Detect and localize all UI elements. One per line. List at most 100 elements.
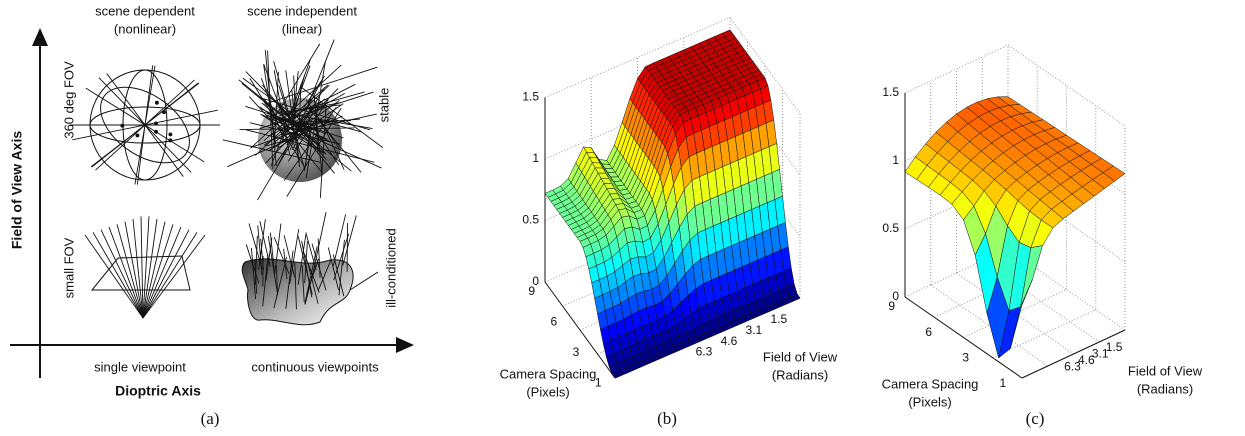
ray	[262, 254, 269, 307]
z-tick-label: 0	[892, 289, 899, 303]
ray	[124, 221, 144, 319]
ray	[342, 215, 357, 266]
ray	[327, 247, 340, 291]
ray	[269, 232, 275, 273]
x-tick-label: 6	[925, 325, 932, 339]
grid-line	[963, 289, 1067, 338]
ray	[338, 239, 345, 296]
panel-a: Field of View Axis Dioptric Axis scene d…	[9, 3, 414, 428]
axis-line	[1021, 329, 1126, 379]
axis-label: (Pixels)	[526, 384, 569, 399]
point	[168, 138, 173, 143]
point	[154, 100, 159, 105]
ray	[142, 229, 190, 319]
ray	[142, 234, 206, 319]
ray	[267, 235, 279, 295]
ray	[333, 233, 350, 281]
ray	[268, 100, 340, 152]
y-tick-label: 3.1	[1092, 347, 1109, 361]
surface-blob	[241, 258, 354, 326]
column-subtitle: (nonlinear)	[114, 21, 176, 36]
ray	[255, 84, 330, 156]
x-tick-label: 3	[573, 345, 580, 359]
ray	[279, 91, 365, 117]
z-tick-label: 0.5	[882, 221, 899, 235]
grid-line	[544, 16, 801, 114]
z-tick-label: 1.5	[882, 85, 899, 99]
axis-line	[904, 296, 1023, 379]
y-tick-label: 3.1	[746, 323, 763, 337]
ray	[108, 226, 144, 319]
ray	[142, 218, 158, 319]
ray	[274, 223, 282, 277]
ray	[289, 118, 361, 126]
ray	[273, 256, 288, 309]
axis-label: (Radians)	[1137, 381, 1193, 396]
ray	[142, 221, 166, 319]
point	[162, 110, 166, 115]
row-label: stable	[376, 88, 391, 123]
ray	[142, 224, 174, 319]
ray	[304, 240, 308, 284]
ray	[297, 232, 307, 285]
ray	[317, 259, 332, 292]
ray	[263, 64, 276, 144]
ray	[222, 139, 321, 163]
grid-line	[934, 268, 1038, 318]
point	[168, 132, 173, 137]
column-subtitle: (linear)	[282, 21, 322, 36]
ray	[281, 65, 311, 144]
ray	[305, 233, 317, 270]
ray	[297, 236, 313, 295]
x-tick-label: 9	[528, 284, 535, 298]
ray	[257, 225, 263, 276]
x-tick-label: 6	[550, 315, 557, 329]
y-tick-label: 4.6	[1078, 353, 1095, 367]
bottom-label: single viewpoint	[94, 359, 186, 374]
ray	[296, 75, 325, 119]
ray	[241, 83, 318, 145]
ray	[265, 88, 339, 164]
caption: (b)	[657, 409, 677, 428]
ray	[84, 234, 144, 319]
point	[154, 121, 158, 126]
ray	[254, 235, 258, 285]
ray	[301, 265, 305, 302]
ray	[283, 235, 296, 278]
ray	[116, 224, 144, 319]
y-tick-label: 4.6	[721, 334, 738, 348]
x-tick-label: 9	[888, 299, 895, 313]
ray	[132, 218, 144, 319]
z-tick-label: 1	[892, 153, 899, 167]
ray	[332, 214, 347, 267]
point	[154, 129, 159, 134]
caption: (a)	[201, 409, 220, 428]
ray	[277, 81, 322, 166]
x-tick-label: 3	[962, 350, 969, 364]
x-axis-label: Dioptric Axis	[115, 383, 201, 399]
ray	[142, 226, 182, 319]
y-tick-label: 6.3	[696, 345, 713, 359]
y-tick-label: 6.3	[1064, 360, 1081, 374]
axis-label: Camera Spacing	[882, 376, 979, 391]
ray	[332, 254, 345, 297]
z-tick-label: 1.5	[522, 90, 539, 104]
ray	[92, 232, 144, 319]
ray	[142, 232, 198, 319]
axis-label: (Radians)	[772, 367, 828, 382]
point	[120, 123, 125, 128]
panel-b: 0 0.5 1 1.5 9 6 3 1 6.3 4.6 3.1 1.5 Camera Spacing (P…	[500, 16, 838, 428]
ray	[245, 244, 260, 284]
ray	[275, 117, 313, 148]
x-tick-label: 1	[999, 376, 1006, 390]
ray	[313, 92, 323, 176]
surface-patch	[611, 370, 624, 379]
ray	[263, 84, 329, 141]
row-label: 360 deg FOV	[61, 61, 76, 139]
bottom-label: continuous viewpoints	[251, 359, 379, 374]
axis-line	[544, 281, 616, 379]
z-tick-label: 1	[532, 151, 539, 165]
leader	[349, 271, 379, 291]
row-label: small FOV	[61, 237, 76, 298]
